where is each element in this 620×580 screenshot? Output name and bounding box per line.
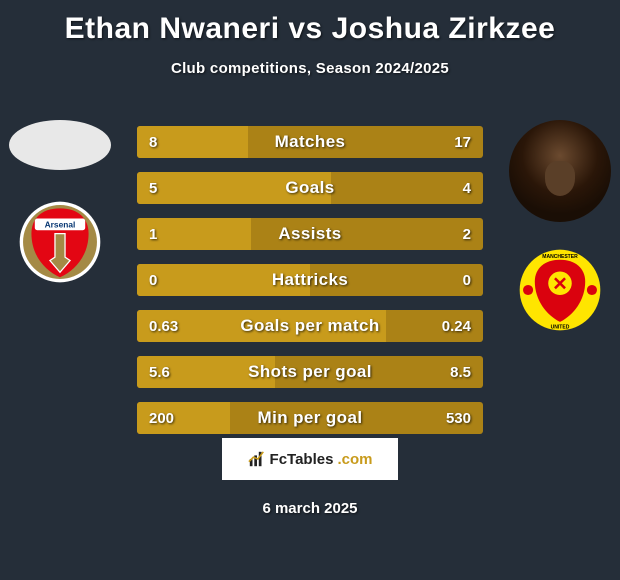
player-left-avatar: [9, 120, 111, 170]
fctables-chart-icon: [248, 450, 266, 468]
right-column: MANCHESTER UNITED: [500, 110, 620, 332]
stat-label: Goals: [137, 172, 483, 204]
footer-logo: FcTables.com: [222, 438, 398, 480]
man-utd-crest-icon: MANCHESTER UNITED: [518, 248, 602, 332]
footer-date: 6 march 2025: [0, 500, 620, 517]
stat-row: 00Hattricks: [137, 264, 483, 296]
page-title: Ethan Nwaneri vs Joshua Zirkzee: [0, 0, 620, 46]
stat-row: 12Assists: [137, 218, 483, 250]
footer-brand-text: FcTables: [270, 451, 334, 468]
stat-row: 54Goals: [137, 172, 483, 204]
footer-brand-suffix: .com: [337, 451, 372, 468]
stat-label: Matches: [137, 126, 483, 158]
player-right-avatar: [509, 120, 611, 222]
comparison-panel: Arsenal 817Matches 54Goals 12Assists 00Hatt…: [0, 110, 620, 434]
svg-text:UNITED: UNITED: [551, 325, 570, 331]
page-subtitle: Club competitions, Season 2024/2025: [0, 60, 620, 77]
stat-label: Hattricks: [137, 264, 483, 296]
svg-text:MANCHESTER: MANCHESTER: [542, 254, 578, 260]
stat-row: 200530Min per goal: [137, 402, 483, 434]
club-right-crest: MANCHESTER UNITED: [518, 248, 602, 332]
stat-label: Shots per goal: [137, 356, 483, 388]
left-column: Arsenal: [0, 110, 120, 284]
svg-text:Arsenal: Arsenal: [45, 220, 76, 230]
stat-row: 5.68.5Shots per goal: [137, 356, 483, 388]
stat-row: 817Matches: [137, 126, 483, 158]
arsenal-crest-icon: Arsenal: [18, 200, 102, 284]
stat-label: Goals per match: [137, 310, 483, 342]
stat-label: Assists: [137, 218, 483, 250]
club-left-crest: Arsenal: [18, 200, 102, 284]
stat-row: 0.630.24Goals per match: [137, 310, 483, 342]
stat-bars: 817Matches 54Goals 12Assists 00Hattricks 0.6…: [137, 110, 483, 434]
stat-label: Min per goal: [137, 402, 483, 434]
